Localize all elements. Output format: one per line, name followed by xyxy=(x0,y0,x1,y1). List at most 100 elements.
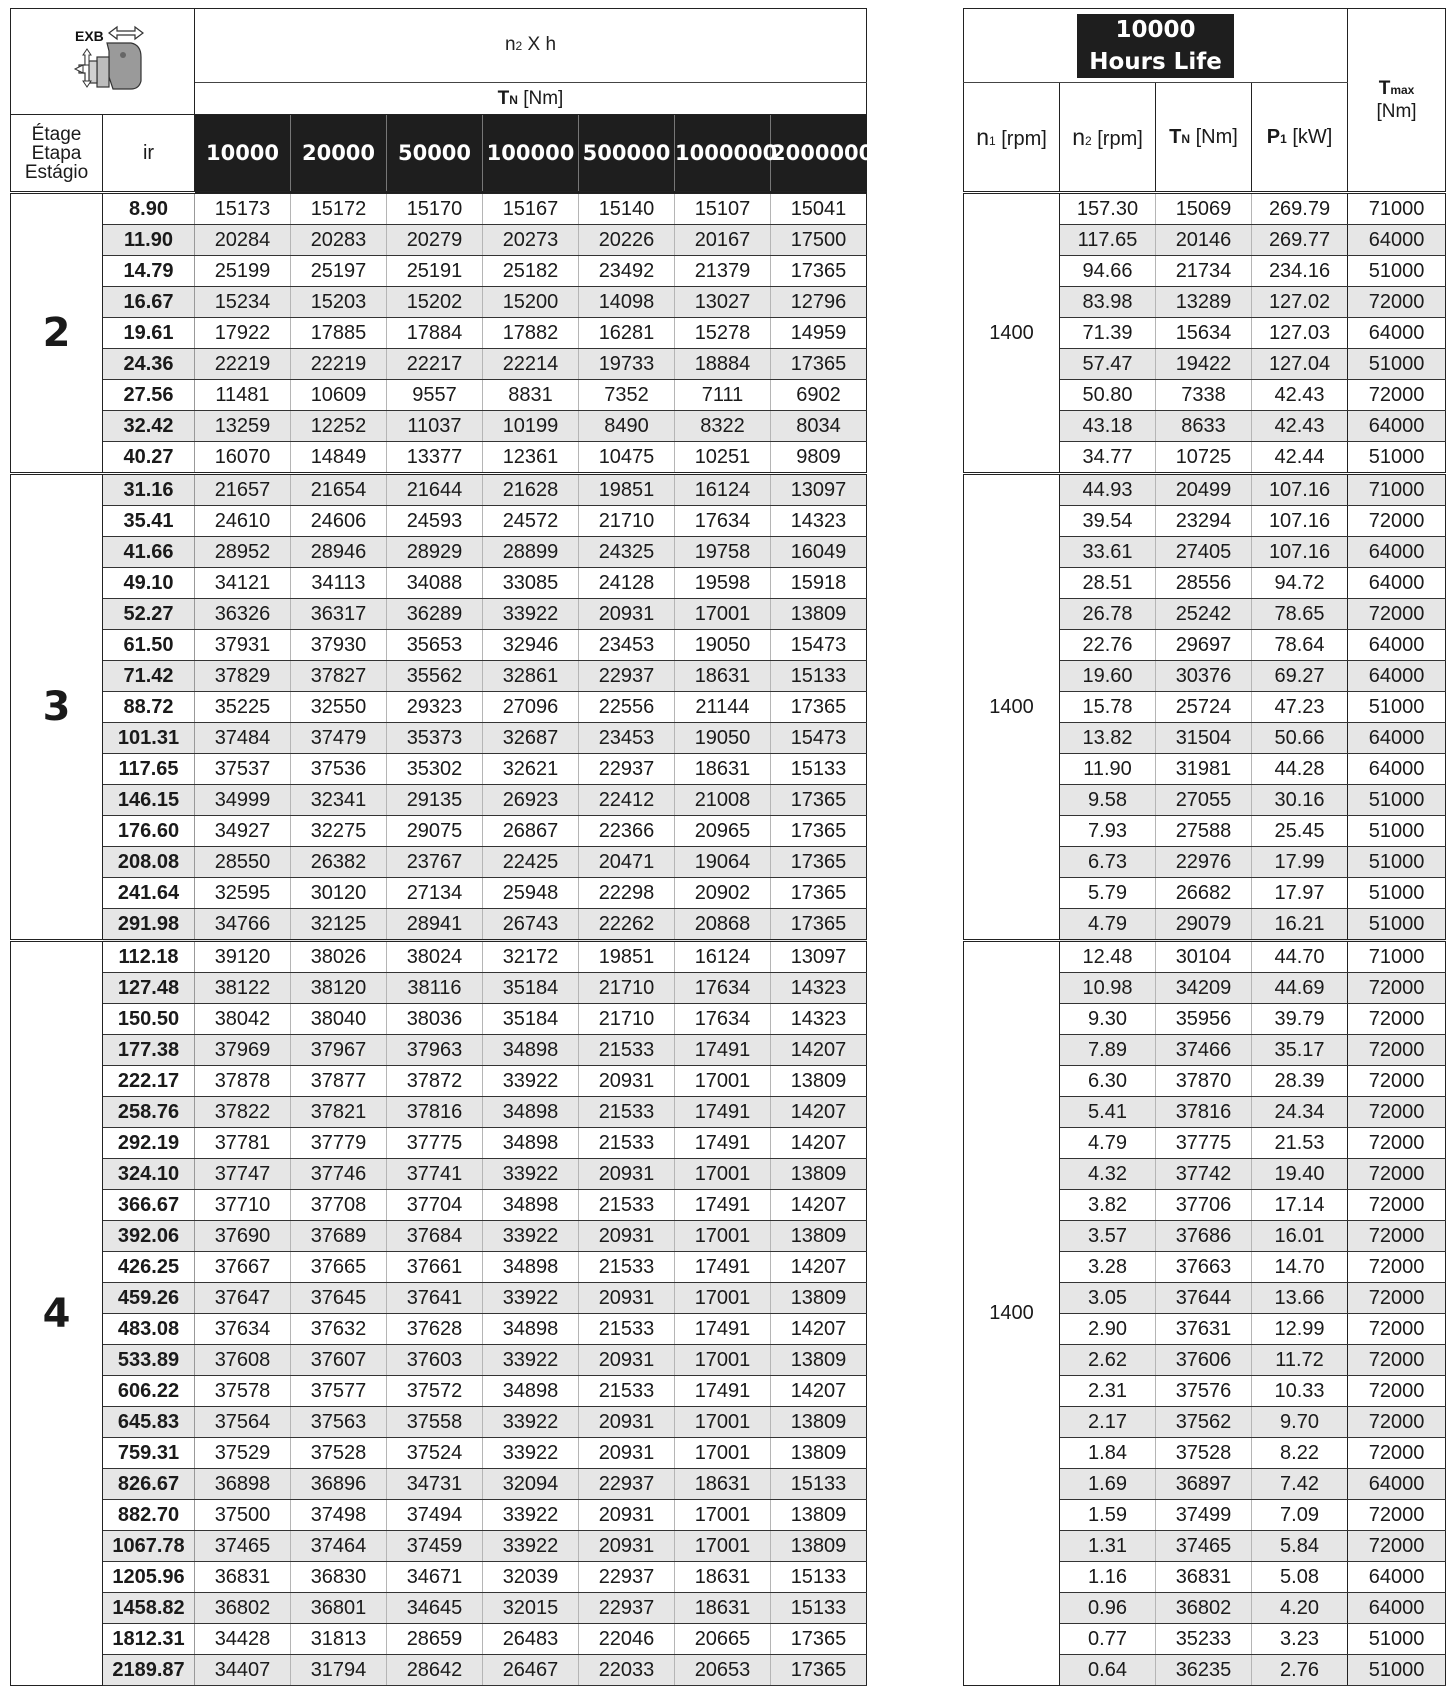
ratio-cell: 241.64 xyxy=(102,877,195,909)
table-row: 3 31.16 21657 21654 21644 21628 19851 16124 1309… xyxy=(10,472,868,941)
torque-cell: 13809 xyxy=(769,1344,868,1376)
ratio-cell: 41.66 xyxy=(102,536,195,568)
table-row: 1.16 36831 5.08 64000 xyxy=(964,1561,1447,1593)
table-row: 177.38 37969 37967 37963 34898 21533 17491 1420… xyxy=(11,1034,868,1066)
torque-cell: 37459 xyxy=(386,1530,483,1562)
ratio-cell: 258.76 xyxy=(102,1096,195,1128)
torque-cell: 20284 xyxy=(194,224,291,256)
table-row: 34.77 10725 42.44 51000 xyxy=(964,441,1447,474)
rated-torque-cell: 37686 xyxy=(1155,1220,1252,1252)
ratio-cell: 606.22 xyxy=(102,1375,195,1407)
torque-cell: 19598 xyxy=(674,567,771,599)
table-row: 117.65 37537 37536 35302 32621 22937 18631 1513… xyxy=(11,753,868,785)
torque-cell: 30120 xyxy=(290,877,387,909)
output-speed-cell: 1.16 xyxy=(1059,1561,1156,1593)
torque-cell: 34645 xyxy=(386,1592,483,1624)
torque-cell: 36830 xyxy=(290,1561,387,1593)
torque-cell: 37577 xyxy=(290,1375,387,1407)
torque-cell: 29135 xyxy=(386,784,483,816)
torque-cell: 34999 xyxy=(194,784,291,816)
max-torque-cell: 64000 xyxy=(1347,224,1447,256)
torque-cell: 15234 xyxy=(194,286,291,318)
input-power-cell: 269.79 xyxy=(1250,191,1348,225)
torque-cell: 17491 xyxy=(674,1313,771,1345)
torque-cell: 17365 xyxy=(769,1654,868,1686)
tn-nm-header: TN [Nm] xyxy=(193,82,868,115)
torque-cell: 21710 xyxy=(578,972,675,1004)
ratio-cell: 19.61 xyxy=(102,317,195,349)
table-row: 2 8.90 15173 15172 15170 15167 15140 15107 15041 xyxy=(10,191,868,474)
table-row: 13.82 31504 50.66 64000 xyxy=(964,722,1447,754)
torque-cell: 37878 xyxy=(194,1065,291,1097)
input-power-cell: 5.08 xyxy=(1250,1561,1348,1593)
torque-cell: 33922 xyxy=(482,1530,579,1562)
table-row: 2.62 37606 11.72 72000 xyxy=(964,1344,1447,1376)
torque-cell: 14207 xyxy=(769,1313,868,1345)
torque-cell: 32275 xyxy=(290,815,387,847)
torque-cell: 20931 xyxy=(578,1344,675,1376)
torque-cell: 37967 xyxy=(290,1034,387,1066)
torque-cell: 35653 xyxy=(386,629,483,661)
torque-cell: 37822 xyxy=(194,1096,291,1128)
torque-cell: 20931 xyxy=(578,1437,675,1469)
max-torque-cell: 72000 xyxy=(1347,1096,1447,1128)
torque-cell: 15041 xyxy=(769,191,868,225)
ratio-cell: 645.83 xyxy=(102,1406,195,1438)
table-row: 22.76 29697 78.64 64000 xyxy=(964,629,1447,661)
output-speed-cell: 3.05 xyxy=(1059,1282,1156,1314)
torque-cell: 31794 xyxy=(290,1654,387,1686)
torque-cell: 25199 xyxy=(194,255,291,287)
torque-cell: 13809 xyxy=(769,1437,868,1469)
torque-cell: 16124 xyxy=(674,472,771,506)
torque-cell: 15140 xyxy=(578,191,675,225)
torque-cell: 34927 xyxy=(194,815,291,847)
torque-cell: 17365 xyxy=(769,784,868,816)
ratio-cell: 27.56 xyxy=(102,379,195,411)
input-power-cell: 127.03 xyxy=(1250,317,1348,349)
torque-cell: 33922 xyxy=(482,1344,579,1376)
torque-cell: 20665 xyxy=(674,1623,771,1655)
torque-cell: 24128 xyxy=(578,567,675,599)
torque-cell: 37498 xyxy=(290,1499,387,1531)
torque-cell: 37779 xyxy=(290,1127,387,1159)
hours-header: 50000 xyxy=(386,114,483,193)
torque-cell: 37931 xyxy=(194,629,291,661)
torque-cell: 34898 xyxy=(482,1127,579,1159)
max-torque-cell: 72000 xyxy=(1347,1158,1447,1190)
torque-cell: 21533 xyxy=(578,1189,675,1221)
torque-cell: 36898 xyxy=(194,1468,291,1500)
output-speed-cell: 4.79 xyxy=(1059,1127,1156,1159)
max-torque-cell: 64000 xyxy=(1347,317,1447,349)
max-torque-cell: 64000 xyxy=(1347,1592,1447,1624)
torque-cell: 24325 xyxy=(578,536,675,568)
output-speed-cell: 5.41 xyxy=(1059,1096,1156,1128)
torque-cell: 36326 xyxy=(194,598,291,630)
torque-cell: 36831 xyxy=(194,1561,291,1593)
torque-cell: 37930 xyxy=(290,629,387,661)
torque-cell: 21644 xyxy=(386,472,483,506)
output-speed-cell: 0.96 xyxy=(1059,1592,1156,1624)
torque-cell: 17365 xyxy=(769,348,868,380)
torque-cell: 22033 xyxy=(578,1654,675,1686)
torque-cell: 38122 xyxy=(194,972,291,1004)
torque-cell: 11481 xyxy=(194,379,291,411)
torque-cell: 32621 xyxy=(482,753,579,785)
input-power-cell: 47.23 xyxy=(1250,691,1348,723)
table-row: 32.42 13259 12252 11037 10199 8490 8322 8034 xyxy=(11,410,868,442)
max-torque-cell: 51000 xyxy=(1347,348,1447,380)
torque-cell: 10609 xyxy=(290,379,387,411)
ratio-cell: 2189.87 xyxy=(102,1654,195,1686)
torque-cell: 37710 xyxy=(194,1189,291,1221)
table-row: 24.36 22219 22219 22217 22214 19733 18884 17365 xyxy=(11,348,868,380)
torque-cell: 17491 xyxy=(674,1127,771,1159)
rated-torque-cell: 36897 xyxy=(1155,1468,1252,1500)
ratio-cell: 16.67 xyxy=(102,286,195,318)
torque-cell: 17491 xyxy=(674,1189,771,1221)
input-power-cell: 69.27 xyxy=(1250,660,1348,692)
torque-cell: 33922 xyxy=(482,1158,579,1190)
torque-cell: 20931 xyxy=(578,598,675,630)
output-speed-cell: 2.31 xyxy=(1059,1375,1156,1407)
torque-cell: 22556 xyxy=(578,691,675,723)
torque-cell: 15172 xyxy=(290,191,387,225)
rated-torque-cell: 37816 xyxy=(1155,1096,1252,1128)
